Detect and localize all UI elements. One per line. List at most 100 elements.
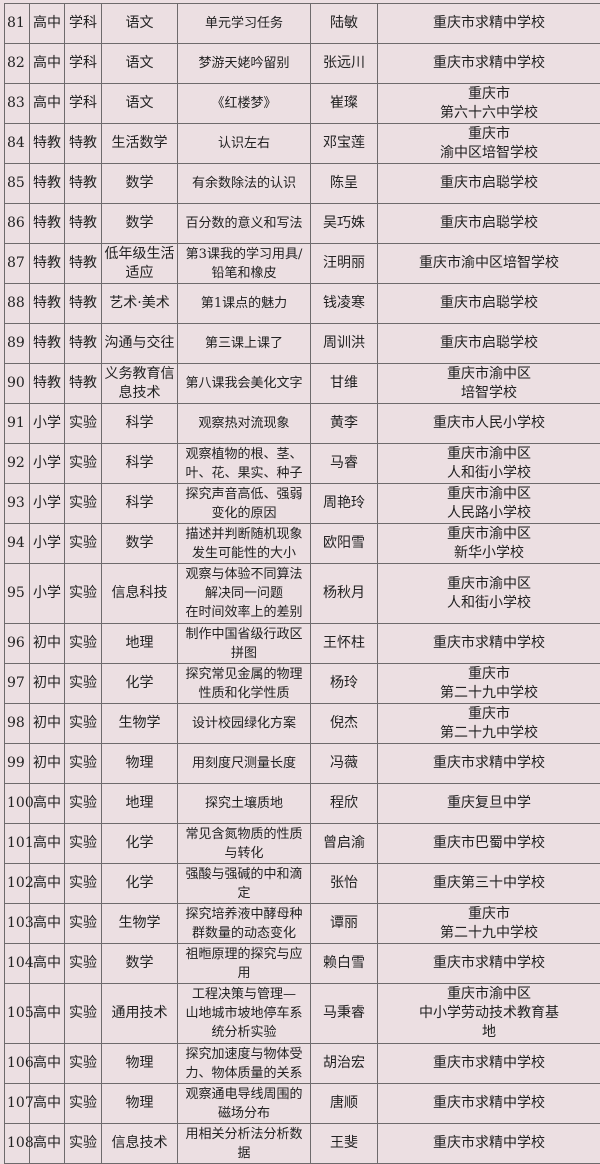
subject-cell: 沟通与交往 bbox=[102, 324, 178, 364]
category-cell: 实验 bbox=[65, 824, 102, 864]
category-cell: 实验 bbox=[65, 984, 102, 1044]
school-level-cell: 初中 bbox=[30, 744, 65, 784]
subject-cell: 物理 bbox=[102, 744, 178, 784]
school-level-cell: 高中 bbox=[30, 1044, 65, 1084]
lesson-title-cell: 第1课点的魅力 bbox=[178, 284, 311, 324]
lesson-title-cell: 观察热对流现象 bbox=[178, 404, 311, 444]
subject-cell: 语文 bbox=[102, 4, 178, 44]
lesson-title-cell: 描述并判断随机现象 发生可能性的大小 bbox=[178, 524, 311, 564]
lesson-title-cell: 祖暅原理的探究与应 用 bbox=[178, 944, 311, 984]
school-name-cell: 重庆市启聪学校 bbox=[378, 324, 600, 364]
lesson-title-cell: 有余数除法的认识 bbox=[178, 164, 311, 204]
category-cell: 实验 bbox=[65, 864, 102, 904]
subject-cell: 化学 bbox=[102, 664, 178, 704]
school-level-cell: 高中 bbox=[30, 84, 65, 124]
school-level-cell: 高中 bbox=[30, 1084, 65, 1124]
subject-cell: 物理 bbox=[102, 1084, 178, 1124]
teacher-name-cell: 张远川 bbox=[311, 44, 378, 84]
category-cell: 实验 bbox=[65, 484, 102, 524]
row-number-cell: 104 bbox=[5, 944, 30, 984]
teacher-name-cell: 杨玲 bbox=[311, 664, 378, 704]
teacher-name-cell: 欧阳雪 bbox=[311, 524, 378, 564]
row-number-cell: 87 bbox=[5, 244, 30, 284]
subject-cell: 信息技术 bbox=[102, 1124, 178, 1164]
teacher-name-cell: 汪明丽 bbox=[311, 244, 378, 284]
school-level-cell: 高中 bbox=[30, 984, 65, 1044]
subject-cell: 艺术·美术 bbox=[102, 284, 178, 324]
teacher-name-cell: 陈呈 bbox=[311, 164, 378, 204]
school-name-cell: 重庆市 第六十六中学校 bbox=[378, 84, 600, 124]
category-cell: 实验 bbox=[65, 744, 102, 784]
lesson-title-cell: 用相关分析法分析数 据 bbox=[178, 1124, 311, 1164]
category-cell: 实验 bbox=[65, 524, 102, 564]
subject-cell: 语文 bbox=[102, 44, 178, 84]
category-cell: 实验 bbox=[65, 904, 102, 944]
school-level-cell: 小学 bbox=[30, 484, 65, 524]
lesson-title-cell: 第三课上课了 bbox=[178, 324, 311, 364]
category-cell: 实验 bbox=[65, 1044, 102, 1084]
row-number-cell: 86 bbox=[5, 204, 30, 244]
school-level-cell: 高中 bbox=[30, 904, 65, 944]
school-level-cell: 初中 bbox=[30, 664, 65, 704]
lesson-title-cell: 观察通电导线周围的 磁场分布 bbox=[178, 1084, 311, 1124]
row-number-cell: 98 bbox=[5, 704, 30, 744]
subject-cell: 数学 bbox=[102, 944, 178, 984]
lesson-title-cell: 探究土壤质地 bbox=[178, 784, 311, 824]
lesson-title-cell: 第八课我会美化文字 bbox=[178, 364, 311, 404]
teacher-name-cell: 马睿 bbox=[311, 444, 378, 484]
category-cell: 特教 bbox=[65, 204, 102, 244]
lesson-title-cell: 探究声音高低、强弱 变化的原因 bbox=[178, 484, 311, 524]
teacher-name-cell: 黄李 bbox=[311, 404, 378, 444]
school-name-cell: 重庆第三十中学校 bbox=[378, 864, 600, 904]
teacher-name-cell: 谭丽 bbox=[311, 904, 378, 944]
subject-cell: 地理 bbox=[102, 624, 178, 664]
school-level-cell: 高中 bbox=[30, 944, 65, 984]
lesson-title-cell: 设计校园绿化方案 bbox=[178, 704, 311, 744]
lesson-title-cell: 观察植物的根、茎、 叶、花、果实、种子 bbox=[178, 444, 311, 484]
subject-cell: 化学 bbox=[102, 864, 178, 904]
school-name-cell: 重庆复旦中学 bbox=[378, 784, 600, 824]
school-level-cell: 特教 bbox=[30, 324, 65, 364]
school-name-cell: 重庆市渝中区 培智学校 bbox=[378, 364, 600, 404]
teacher-name-cell: 王斐 bbox=[311, 1124, 378, 1164]
school-name-cell: 重庆市启聪学校 bbox=[378, 204, 600, 244]
teacher-name-cell: 崔璨 bbox=[311, 84, 378, 124]
row-number-cell: 95 bbox=[5, 564, 30, 624]
row-number-cell: 105 bbox=[5, 984, 30, 1044]
row-number-cell: 82 bbox=[5, 44, 30, 84]
subject-cell: 生活数学 bbox=[102, 124, 178, 164]
category-cell: 特教 bbox=[65, 244, 102, 284]
school-level-cell: 小学 bbox=[30, 404, 65, 444]
teacher-name-cell: 曾启渝 bbox=[311, 824, 378, 864]
lesson-title-cell: 单元学习任务 bbox=[178, 4, 311, 44]
school-level-cell: 高中 bbox=[30, 864, 65, 904]
school-name-cell: 重庆市启聪学校 bbox=[378, 284, 600, 324]
row-number-cell: 99 bbox=[5, 744, 30, 784]
lesson-title-cell: 探究加速度与物体受 力、物体质量的关系 bbox=[178, 1044, 311, 1084]
school-name-cell: 重庆市人民小学校 bbox=[378, 404, 600, 444]
teacher-name-cell: 钱凌寒 bbox=[311, 284, 378, 324]
subject-cell: 科学 bbox=[102, 444, 178, 484]
row-number-cell: 90 bbox=[5, 364, 30, 404]
school-name-cell: 重庆市求精中学校 bbox=[378, 944, 600, 984]
school-name-cell: 重庆市启聪学校 bbox=[378, 164, 600, 204]
school-name-cell: 重庆市 第二十九中学校 bbox=[378, 904, 600, 944]
teacher-name-cell: 张怡 bbox=[311, 864, 378, 904]
row-number-cell: 101 bbox=[5, 824, 30, 864]
school-level-cell: 特教 bbox=[30, 284, 65, 324]
school-name-cell: 重庆市 第二十九中学校 bbox=[378, 704, 600, 744]
category-cell: 实验 bbox=[65, 404, 102, 444]
teacher-name-cell: 唐顺 bbox=[311, 1084, 378, 1124]
